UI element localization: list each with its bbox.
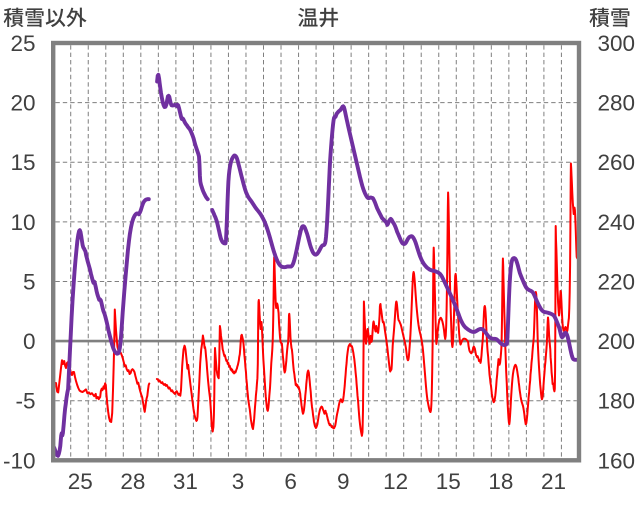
svg-text:6: 6 — [284, 469, 297, 494]
svg-text:10: 10 — [10, 210, 35, 235]
svg-text:15: 15 — [10, 150, 35, 175]
svg-text:9: 9 — [337, 469, 350, 494]
svg-text:240: 240 — [598, 210, 636, 235]
svg-text:200: 200 — [598, 329, 636, 354]
svg-text:28: 28 — [120, 469, 145, 494]
svg-text:280: 280 — [598, 91, 636, 116]
svg-text:5: 5 — [23, 270, 36, 295]
svg-text:0: 0 — [23, 329, 36, 354]
svg-text:-5: -5 — [15, 389, 35, 414]
svg-text:220: 220 — [598, 270, 636, 295]
svg-text:3: 3 — [232, 469, 245, 494]
svg-text:20: 20 — [10, 91, 35, 116]
svg-text:31: 31 — [173, 469, 198, 494]
svg-text:-10: -10 — [3, 448, 36, 473]
svg-text:180: 180 — [598, 389, 636, 414]
svg-text:160: 160 — [598, 448, 636, 473]
svg-text:260: 260 — [598, 150, 636, 175]
svg-text:15: 15 — [436, 469, 461, 494]
svg-text:25: 25 — [10, 31, 35, 56]
svg-text:12: 12 — [383, 469, 408, 494]
svg-text:300: 300 — [598, 31, 636, 56]
svg-text:18: 18 — [488, 469, 513, 494]
svg-text:21: 21 — [541, 469, 566, 494]
svg-text:25: 25 — [68, 469, 93, 494]
